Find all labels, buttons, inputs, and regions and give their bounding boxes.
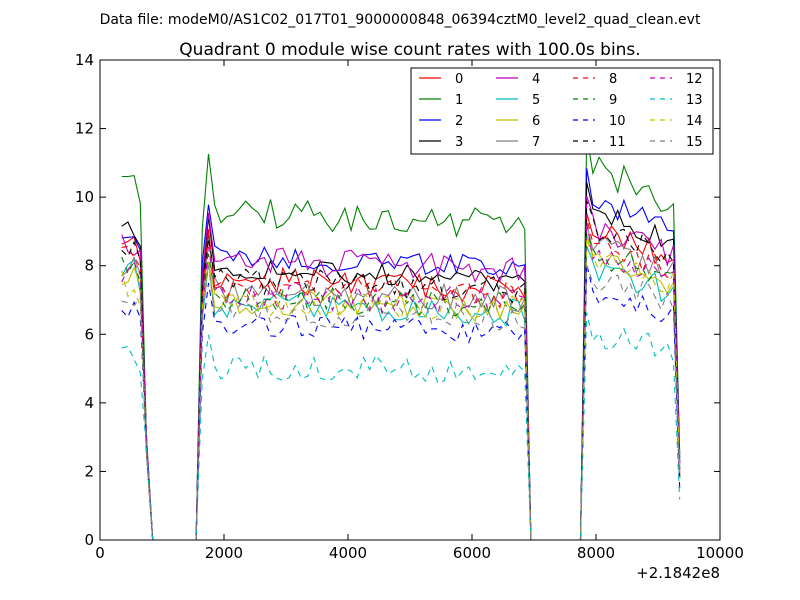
legend-label-3: 3 <box>455 135 463 150</box>
y-tick-label: 8 <box>84 257 94 275</box>
x-offset-label: +2.1842e8 <box>636 564 720 582</box>
series-line-8 <box>121 217 681 541</box>
legend-label-5: 5 <box>532 93 540 108</box>
legend-label-11: 11 <box>609 135 626 150</box>
legend-label-10: 10 <box>609 114 626 129</box>
series-line-2 <box>121 168 681 541</box>
x-tick-label: 10000 <box>696 544 744 562</box>
legend-label-7: 7 <box>532 135 540 150</box>
series-line-3 <box>121 182 681 541</box>
chart-title: Quadrant 0 module wise count rates with … <box>179 40 640 60</box>
legend-label-9: 9 <box>609 93 617 108</box>
series-line-9 <box>121 233 681 541</box>
y-tick-label: 4 <box>84 394 94 412</box>
series-line-4 <box>121 195 681 541</box>
y-tick-label: 6 <box>84 325 94 343</box>
series-line-10 <box>121 263 681 541</box>
series-line-14 <box>121 238 681 541</box>
series-line-12 <box>121 222 681 541</box>
legend-label-12: 12 <box>686 72 703 87</box>
series-line-11 <box>121 200 681 541</box>
legend-label-1: 1 <box>455 93 463 108</box>
legend-label-8: 8 <box>609 72 617 87</box>
x-tick-label: 4000 <box>329 544 367 562</box>
y-tick-label: 14 <box>75 51 94 69</box>
series-lines <box>121 135 681 541</box>
legend-label-0: 0 <box>455 72 463 87</box>
x-tick-label: 0 <box>95 544 105 562</box>
legend-label-13: 13 <box>686 93 703 108</box>
chart-suptitle: Data file: modeM0/AS1C02_017T01_90000008… <box>100 12 701 28</box>
y-tick-label: 2 <box>84 462 94 480</box>
y-tick-label: 12 <box>75 120 94 138</box>
x-tick-label: 2000 <box>205 544 243 562</box>
legend-label-14: 14 <box>686 114 703 129</box>
x-tick-label: 8000 <box>577 544 615 562</box>
legend-box <box>410 67 714 155</box>
legend-label-6: 6 <box>532 114 540 129</box>
x-tick-label: 6000 <box>453 544 491 562</box>
legend-label-4: 4 <box>532 72 540 87</box>
y-tick-label: 0 <box>84 531 94 549</box>
series-line-13 <box>121 312 681 541</box>
axes-frame <box>99 59 721 541</box>
y-tick-label: 10 <box>75 188 94 206</box>
legend-label-2: 2 <box>455 114 463 129</box>
legend-label-15: 15 <box>686 135 703 150</box>
series-line-15 <box>121 264 681 541</box>
